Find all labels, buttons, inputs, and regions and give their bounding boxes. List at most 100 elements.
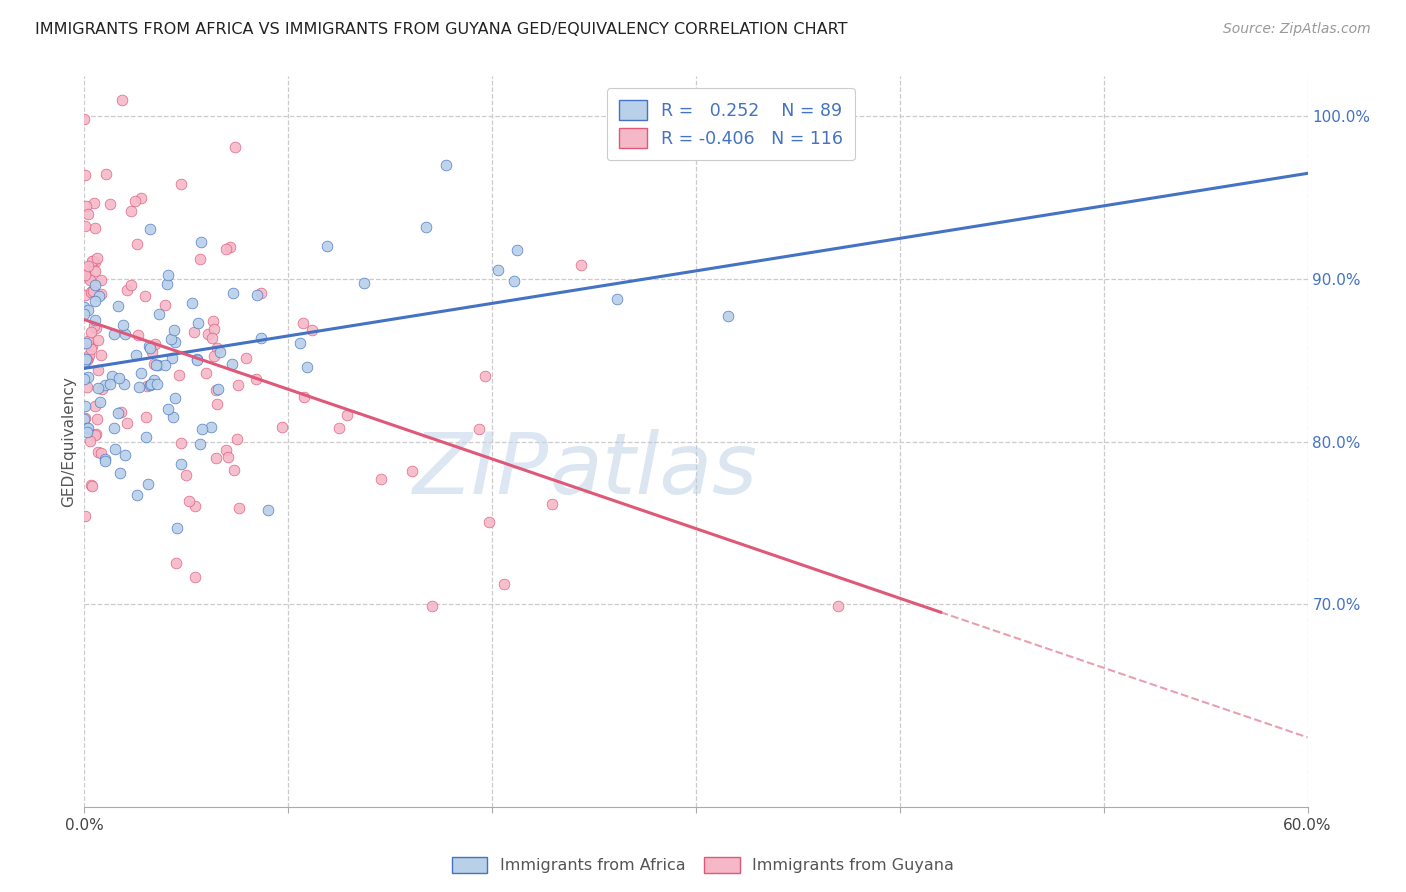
Text: IMMIGRANTS FROM AFRICA VS IMMIGRANTS FROM GUYANA GED/EQUIVALENCY CORRELATION CHA: IMMIGRANTS FROM AFRICA VS IMMIGRANTS FRO… [35,22,848,37]
Point [76,351,98,366]
Point [170,458,193,472]
Point [170,435,193,450]
Point [110,466,132,480]
Point [75,199,97,213]
Point [129,191,152,205]
Point [135,378,157,392]
Point [87,333,110,347]
Point [160,351,183,366]
Point [73,262,96,277]
Point [90,382,112,396]
Point [73,112,96,127]
Point [222,462,245,476]
Point [353,276,375,290]
Point [141,377,163,392]
Point [163,334,186,349]
Point [146,358,169,372]
Point [162,323,184,337]
Point [202,314,225,328]
Point [79,273,101,287]
Point [73,372,96,386]
Point [73,219,96,233]
Point [75,410,97,425]
Point [83,400,105,414]
Legend: Immigrants from Africa, Immigrants from Guyana: Immigrants from Africa, Immigrants from … [446,850,960,880]
Point [111,93,134,107]
Point [226,378,249,392]
Point [120,203,142,218]
Point [187,316,209,330]
Point [87,289,110,303]
Point [209,345,232,359]
Point [83,264,105,278]
Point [370,472,392,486]
Point [135,430,157,444]
Point [201,331,224,345]
Point [83,428,105,442]
Point [103,326,125,341]
Point [80,284,103,298]
Y-axis label: GED/Equivalency: GED/Equivalency [60,376,76,507]
Point [224,139,246,153]
Point [90,348,112,362]
Point [101,369,124,384]
Point [86,251,108,265]
Point [124,194,146,208]
Point [73,169,96,183]
Point [292,390,315,404]
Point [94,452,117,467]
Point [73,307,96,321]
Point [80,254,103,268]
Point [215,443,238,458]
Point [112,377,135,392]
Point [200,420,222,434]
Point [156,277,179,291]
Point [107,299,129,313]
Point [217,450,239,464]
Point [186,353,208,368]
Point [76,207,98,221]
Point [207,382,229,396]
Point [188,252,211,267]
Point [486,263,509,277]
Point [103,421,125,435]
Point [110,405,132,419]
Point [162,410,184,425]
Point [183,326,205,340]
Point [82,254,104,268]
Point [128,379,150,393]
Point [204,383,226,397]
Point [84,426,107,441]
Point [87,444,110,458]
Point [195,366,218,380]
Point [141,345,163,359]
Point [73,354,96,368]
Point [288,336,311,351]
Point [541,497,564,511]
Point [136,477,159,491]
Point [75,268,97,282]
Point [93,454,115,468]
Point [79,434,101,448]
Point [415,220,437,235]
Point [205,397,228,411]
Point [143,358,166,372]
Point [79,349,101,363]
Point [94,378,117,392]
Point [184,570,207,584]
Point [246,288,269,302]
Point [108,371,131,385]
Point [401,464,423,478]
Point [156,268,179,282]
Point [125,236,148,251]
Point [222,286,245,301]
Point [474,369,496,384]
Point [76,425,98,440]
Point [80,478,103,492]
Point [84,277,107,292]
Point [125,488,148,502]
Point [207,341,229,355]
Point [73,399,96,413]
Point [77,269,100,284]
Point [468,422,491,436]
